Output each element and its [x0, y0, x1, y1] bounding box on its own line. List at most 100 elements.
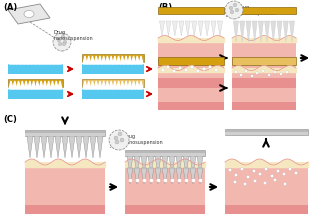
Circle shape [162, 68, 164, 72]
Polygon shape [32, 81, 36, 89]
Bar [125, 150, 205, 156]
Polygon shape [48, 136, 54, 158]
Polygon shape [51, 81, 55, 89]
Polygon shape [246, 21, 251, 42]
Text: (B): (B) [158, 3, 172, 12]
Polygon shape [105, 81, 110, 89]
Circle shape [233, 180, 236, 184]
Polygon shape [205, 21, 210, 36]
Polygon shape [17, 56, 21, 64]
Bar [125, 205, 205, 214]
Polygon shape [240, 21, 245, 42]
Polygon shape [183, 168, 189, 184]
Polygon shape [120, 56, 124, 64]
Circle shape [282, 173, 285, 176]
Polygon shape [141, 156, 147, 174]
Polygon shape [58, 56, 62, 64]
Polygon shape [134, 168, 140, 184]
Circle shape [274, 71, 276, 73]
Bar [232, 68, 296, 110]
Polygon shape [20, 56, 24, 64]
Bar [232, 102, 296, 110]
Bar [82, 54, 144, 62]
Polygon shape [159, 21, 164, 36]
Bar [225, 129, 308, 135]
Bar [232, 38, 296, 88]
Polygon shape [134, 156, 140, 174]
Polygon shape [41, 136, 47, 158]
Bar [225, 205, 308, 214]
Polygon shape [43, 81, 47, 89]
Bar [125, 153, 205, 156]
Bar [82, 89, 144, 99]
Polygon shape [217, 21, 222, 36]
Polygon shape [83, 136, 89, 158]
Polygon shape [198, 21, 203, 36]
Bar [232, 7, 296, 14]
Polygon shape [135, 81, 139, 89]
Polygon shape [9, 81, 13, 89]
Polygon shape [51, 56, 55, 64]
Polygon shape [17, 81, 21, 89]
Text: Drug
nanosuspension: Drug nanosuspension [238, 5, 278, 16]
Circle shape [53, 33, 71, 51]
Circle shape [251, 75, 253, 77]
Polygon shape [190, 168, 196, 184]
Circle shape [286, 71, 288, 73]
Bar [25, 133, 105, 136]
Bar [158, 78, 224, 88]
Bar [82, 79, 144, 87]
Circle shape [62, 42, 66, 46]
Polygon shape [283, 21, 288, 42]
Circle shape [253, 180, 256, 182]
Bar [8, 64, 63, 74]
Polygon shape [13, 56, 17, 64]
Polygon shape [97, 136, 103, 158]
Polygon shape [90, 56, 95, 64]
Polygon shape [179, 21, 184, 36]
Circle shape [61, 35, 65, 39]
Circle shape [202, 68, 206, 70]
Circle shape [225, 1, 243, 19]
Polygon shape [197, 168, 203, 184]
Polygon shape [76, 136, 82, 158]
Bar [25, 130, 105, 136]
Bar [158, 102, 224, 110]
Polygon shape [148, 168, 154, 184]
Polygon shape [132, 81, 135, 89]
Bar [232, 78, 296, 88]
Bar [8, 89, 63, 99]
Polygon shape [183, 156, 189, 174]
Polygon shape [83, 81, 87, 89]
Circle shape [274, 178, 276, 182]
Polygon shape [105, 56, 110, 64]
Polygon shape [20, 81, 24, 89]
Circle shape [268, 74, 270, 76]
Circle shape [243, 182, 246, 186]
Polygon shape [265, 21, 270, 42]
Polygon shape [87, 56, 91, 64]
Circle shape [115, 140, 119, 144]
Bar [25, 205, 105, 214]
Circle shape [276, 169, 280, 173]
Polygon shape [117, 56, 121, 64]
Bar [125, 162, 205, 214]
Polygon shape [124, 81, 128, 89]
Bar [225, 162, 308, 214]
Polygon shape [185, 21, 190, 36]
Circle shape [208, 66, 212, 68]
Polygon shape [135, 56, 139, 64]
Circle shape [230, 10, 234, 14]
Circle shape [259, 173, 261, 176]
Polygon shape [109, 81, 113, 89]
Polygon shape [113, 56, 117, 64]
Polygon shape [98, 81, 102, 89]
Circle shape [235, 8, 239, 12]
Text: (C): (C) [3, 115, 17, 124]
Circle shape [118, 132, 122, 136]
Circle shape [58, 42, 62, 46]
Polygon shape [169, 168, 175, 184]
Circle shape [262, 70, 264, 72]
Circle shape [246, 176, 250, 178]
Circle shape [191, 66, 193, 68]
